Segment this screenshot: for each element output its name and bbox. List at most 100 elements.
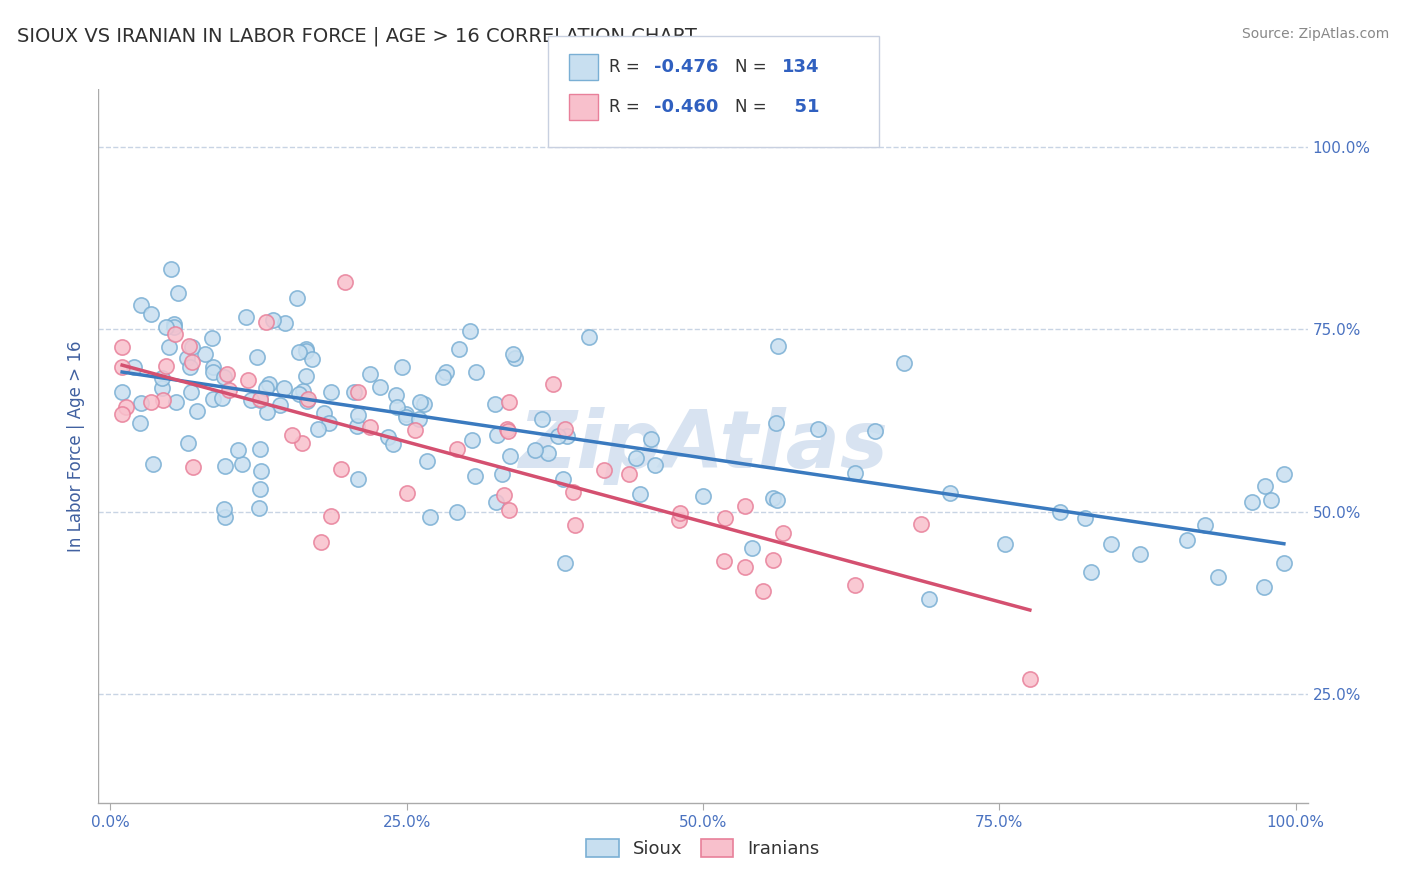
Point (530, 412, 553, 426)
Point (214, 510, 236, 524)
Point (319, 508, 342, 523)
Point (734, 559, 756, 574)
Point (408, 412, 430, 426)
Point (335, 276, 357, 290)
Point (285, 291, 308, 305)
Point (321, 385, 343, 400)
Point (409, 395, 432, 409)
Point (562, 485, 585, 500)
Point (498, 503, 520, 517)
Point (496, 422, 519, 436)
Point (142, 457, 165, 471)
Point (484, 397, 506, 411)
Point (419, 510, 441, 524)
Point (167, 286, 190, 301)
Point (297, 394, 319, 409)
Point (301, 351, 323, 366)
Point (254, 315, 277, 329)
Point (499, 449, 522, 463)
Point (201, 331, 224, 345)
Point (385, 388, 408, 402)
Point (541, 377, 564, 392)
Point (1018, 673, 1040, 687)
Point (150, 371, 173, 385)
Point (218, 383, 240, 397)
Point (557, 428, 579, 442)
Text: -0.476: -0.476 (654, 58, 718, 76)
Point (1253, 580, 1275, 594)
Point (329, 461, 352, 475)
Point (391, 359, 413, 374)
Point (236, 373, 259, 387)
Point (288, 387, 311, 401)
Point (152, 392, 174, 407)
Point (554, 422, 576, 436)
Point (494, 488, 516, 502)
Point (150, 380, 173, 394)
Point (290, 435, 312, 450)
Point (910, 516, 932, 531)
Point (502, 346, 524, 360)
Point (343, 385, 366, 400)
Text: R =: R = (609, 58, 645, 76)
Point (131, 298, 153, 312)
Point (295, 343, 318, 357)
Point (918, 592, 941, 607)
Point (163, 326, 186, 341)
Point (250, 464, 273, 478)
Point (122, 359, 145, 374)
Point (460, 434, 482, 448)
Point (359, 419, 381, 434)
Text: R =: R = (609, 98, 645, 116)
Point (155, 359, 177, 373)
Point (553, 557, 575, 571)
Point (159, 262, 181, 277)
Point (1194, 518, 1216, 533)
Point (111, 385, 134, 400)
Point (256, 381, 278, 395)
Point (446, 442, 468, 456)
Point (844, 578, 866, 592)
Point (692, 489, 714, 503)
Point (395, 407, 418, 421)
Point (240, 392, 263, 407)
Point (166, 394, 188, 409)
Legend: Sioux, Iranians: Sioux, Iranians (579, 831, 827, 865)
Point (752, 584, 775, 599)
Point (434, 366, 457, 380)
Point (155, 320, 177, 334)
Point (179, 360, 201, 375)
Point (111, 360, 134, 375)
Text: N =: N = (735, 58, 772, 76)
Point (139, 307, 162, 321)
Point (214, 459, 236, 474)
Point (262, 312, 284, 326)
Point (432, 370, 454, 384)
Point (114, 401, 136, 415)
Point (807, 422, 830, 436)
Point (217, 367, 239, 381)
Point (347, 409, 370, 423)
Point (668, 512, 690, 526)
Point (498, 424, 520, 438)
Point (766, 339, 789, 353)
Point (307, 422, 329, 436)
Point (762, 491, 785, 505)
Point (640, 432, 662, 446)
Point (416, 454, 439, 468)
Point (201, 359, 224, 374)
Text: N =: N = (735, 98, 772, 116)
Point (547, 429, 569, 443)
Point (180, 355, 202, 369)
Y-axis label: In Labor Force | Age > 16: In Labor Force | Age > 16 (66, 340, 84, 552)
Point (288, 345, 311, 359)
Point (413, 397, 436, 411)
Point (617, 467, 640, 481)
Point (163, 317, 186, 331)
Point (772, 525, 794, 540)
Point (141, 394, 163, 409)
Point (368, 380, 391, 394)
Text: SIOUX VS IRANIAN IN LABOR FORCE | AGE > 16 CORRELATION CHART: SIOUX VS IRANIAN IN LABOR FORCE | AGE > … (17, 27, 697, 46)
Point (297, 392, 319, 406)
Point (491, 467, 513, 482)
